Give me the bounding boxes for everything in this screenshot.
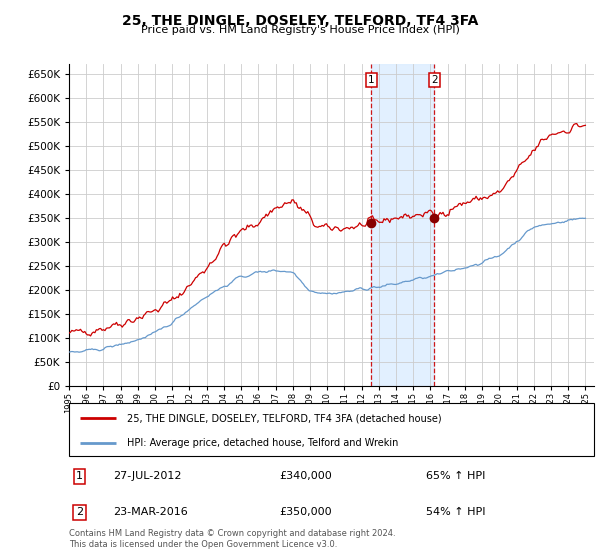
Text: 65% ↑ HPI: 65% ↑ HPI (426, 471, 485, 481)
Text: Contains HM Land Registry data © Crown copyright and database right 2024.
This d: Contains HM Land Registry data © Crown c… (69, 529, 395, 549)
Text: 25, THE DINGLE, DOSELEY, TELFORD, TF4 3FA (detached house): 25, THE DINGLE, DOSELEY, TELFORD, TF4 3F… (127, 413, 442, 423)
Text: £350,000: £350,000 (279, 507, 332, 517)
Text: 25, THE DINGLE, DOSELEY, TELFORD, TF4 3FA: 25, THE DINGLE, DOSELEY, TELFORD, TF4 3F… (122, 14, 478, 28)
Text: Price paid vs. HM Land Registry's House Price Index (HPI): Price paid vs. HM Land Registry's House … (140, 25, 460, 35)
Text: 1: 1 (76, 471, 83, 481)
Text: 2: 2 (431, 75, 437, 85)
Text: 2: 2 (76, 507, 83, 517)
Bar (371, 64, 434, 386)
Text: 27-JUL-2012: 27-JUL-2012 (113, 471, 182, 481)
Text: £340,000: £340,000 (279, 471, 332, 481)
FancyBboxPatch shape (69, 403, 594, 456)
Text: 23-MAR-2016: 23-MAR-2016 (113, 507, 188, 517)
Text: 54% ↑ HPI: 54% ↑ HPI (426, 507, 485, 517)
Text: 1: 1 (368, 75, 375, 85)
Text: HPI: Average price, detached house, Telford and Wrekin: HPI: Average price, detached house, Telf… (127, 438, 398, 448)
